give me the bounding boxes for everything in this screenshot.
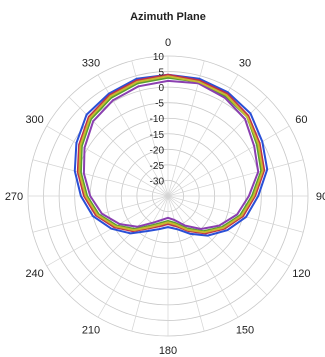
angle-tick-label: 210	[82, 324, 100, 336]
radial-tick-label: -30	[150, 176, 165, 187]
grid-spoke	[131, 195, 169, 332]
grid-spoke	[32, 159, 169, 197]
grid-spoke	[167, 195, 304, 233]
radial-tick-label: -25	[150, 161, 165, 172]
angle-tick-label: 330	[82, 58, 100, 70]
radial-tick-label: -15	[150, 130, 165, 141]
angle-tick-label: 180	[159, 345, 177, 357]
grid-spoke	[167, 195, 268, 296]
grid-spoke	[46, 125, 169, 197]
angle-tick-label: 0	[165, 37, 171, 49]
angle-labels: 0 30 60 90 120 150 180 210 240 270 300 330	[5, 37, 325, 357]
radial-tick-label: 0	[158, 83, 164, 94]
grid-spoke	[167, 195, 239, 318]
series-line	[82, 79, 260, 230]
grid-spoke	[167, 96, 268, 197]
series-line	[78, 75, 264, 234]
series-line	[79, 76, 263, 233]
angle-tick-label: 120	[292, 268, 310, 280]
series-group	[73, 73, 269, 237]
radial-tick-label: -10	[150, 114, 165, 125]
radial-tick-label: -5	[155, 99, 164, 110]
radial-tick-label: 5	[158, 68, 164, 79]
grid-spoke	[32, 195, 169, 233]
polar-grid	[27, 55, 309, 337]
radial-tick-label: -20	[150, 145, 165, 156]
angle-tick-label: 30	[239, 58, 251, 70]
grid-spoke	[167, 159, 304, 197]
grid-spoke	[167, 195, 290, 267]
grid-spoke	[167, 195, 205, 332]
grid-spoke	[68, 96, 169, 197]
grid-spoke	[68, 195, 169, 296]
angle-tick-label: 90	[316, 191, 325, 203]
grid-spoke	[46, 195, 169, 267]
angle-tick-label: 240	[25, 268, 43, 280]
chart-title: Azimuth Plane	[130, 11, 206, 23]
grid-spoke	[97, 195, 169, 318]
angle-tick-label: 300	[25, 114, 43, 126]
angle-tick-label: 60	[295, 114, 307, 126]
angle-tick-label: 150	[236, 324, 254, 336]
grid-spoke	[167, 125, 290, 197]
angle-tick-label: 270	[5, 191, 23, 203]
radial-tick-label: 10	[153, 52, 165, 63]
series-line	[73, 73, 269, 237]
radial-labels: 10 5 0 -5 -10 -15 -20 -25 -30	[150, 52, 165, 187]
series-line	[76, 73, 266, 235]
